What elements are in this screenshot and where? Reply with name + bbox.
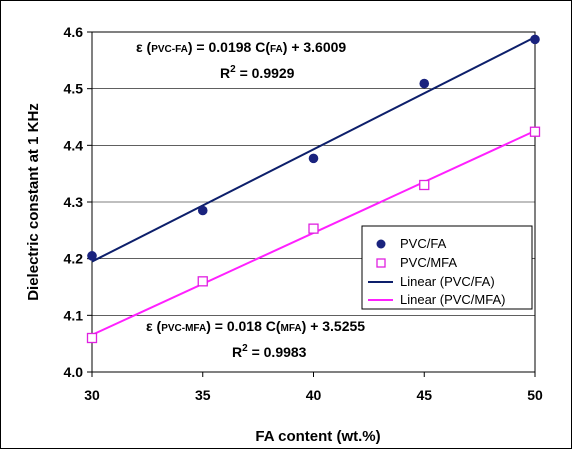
point-pvc-fa bbox=[87, 251, 97, 261]
legend-label-pvc-fa: PVC/FA bbox=[400, 236, 447, 251]
y-tick-label: 4.6 bbox=[64, 24, 84, 40]
x-tick-label: 45 bbox=[416, 387, 432, 403]
x-axis: 30 35 40 45 50 bbox=[84, 372, 543, 403]
y-axis: 4.0 4.1 4.2 4.3 4.4 4.5 4.6 bbox=[64, 24, 92, 380]
legend-marker-pvc-mfa bbox=[376, 258, 386, 268]
point-pvc-mfa bbox=[308, 223, 319, 234]
equation-pvc-mfa: ε (PVC-MFA) = 0.018 C(MFA) + 3.5255 bbox=[146, 318, 365, 334]
y-tick-label: 4.3 bbox=[64, 194, 84, 210]
fit-line-pvc-fa bbox=[91, 36, 536, 263]
y-tick-label: 4.0 bbox=[64, 364, 84, 380]
point-pvc-fa bbox=[419, 78, 430, 89]
legend-label-fit-pvc-mfa: Linear (PVC/MFA) bbox=[400, 292, 505, 307]
x-tick-label: 40 bbox=[306, 387, 322, 403]
y-axis-title: Dielectric constant at 1 KHz bbox=[25, 103, 42, 301]
equation-pvc-fa: ε (PVC-FA) = 0.0198 C(FA) + 3.6009 bbox=[136, 39, 346, 55]
point-pvc-fa bbox=[530, 34, 540, 45]
y-tick-label: 4.5 bbox=[64, 81, 84, 97]
x-axis-title: FA content (wt.%) bbox=[255, 428, 380, 445]
x-tick-label: 30 bbox=[84, 387, 100, 403]
point-pvc-mfa bbox=[419, 179, 430, 191]
point-pvc-fa bbox=[308, 153, 319, 164]
x-tick-label: 50 bbox=[527, 387, 543, 403]
point-pvc-mfa bbox=[86, 332, 98, 344]
legend-label-fit-pvc-fa: Linear (PVC/FA) bbox=[400, 274, 495, 289]
data-points bbox=[86, 34, 541, 344]
x-tick-label: 35 bbox=[195, 387, 211, 403]
y-tick-label: 4.4 bbox=[64, 137, 84, 153]
point-pvc-fa bbox=[197, 205, 208, 216]
y-tick-label: 4.1 bbox=[64, 307, 84, 323]
point-pvc-mfa bbox=[529, 126, 541, 137]
legend: PVC/FA PVC/MFA Linear (PVC/FA) Linear (P… bbox=[361, 225, 533, 310]
legend-box bbox=[361, 225, 533, 310]
r2-pvc-mfa: R2 = 0.9983 bbox=[232, 343, 307, 360]
legend-marker-pvc-fa bbox=[376, 239, 386, 249]
y-tick-label: 4.2 bbox=[64, 251, 84, 267]
legend-label-pvc-mfa: PVC/MFA bbox=[400, 255, 457, 270]
r2-pvc-fa: R2 = 0.9929 bbox=[220, 64, 295, 81]
point-pvc-mfa bbox=[197, 276, 208, 287]
